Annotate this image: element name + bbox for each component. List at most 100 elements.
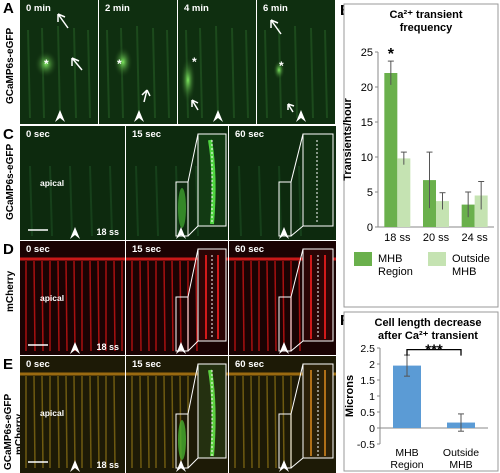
arrow-icon: [141, 89, 151, 103]
svg-text:*: *: [279, 59, 284, 73]
image-a-frame-2: * 2 min: [99, 0, 177, 124]
row-label-d: mCherry: [5, 270, 16, 312]
y-axis-label: Microns: [344, 375, 356, 417]
frame-time-label: 60 sec: [235, 244, 265, 255]
panel-label-e: E: [3, 356, 14, 373]
arrowhead-marker-icon: [213, 110, 223, 122]
legend-label-line: Outside: [452, 253, 490, 265]
arrowhead-marker-icon: [134, 110, 144, 122]
significance-marker: ***: [425, 342, 443, 359]
frame-time-label: 6 min: [263, 3, 288, 14]
arrowhead-marker-icon: [176, 460, 186, 472]
panel-label-c: C: [3, 126, 14, 143]
y-axis-label: Transients/hour: [342, 98, 354, 181]
stage-label: 18 ss: [96, 342, 119, 352]
apical-label: apical: [40, 293, 65, 303]
x-tick-label: 18 ss: [384, 232, 411, 244]
arrowhead-marker-icon: [279, 460, 289, 472]
frame-time-label: 15 sec: [132, 244, 162, 255]
y-tick-label: 15: [361, 117, 373, 129]
row-label-c: GCaMP6s-eGFP: [5, 143, 16, 220]
svg-text:*: *: [44, 57, 49, 71]
image-e-frame-2: 15 sec: [126, 356, 228, 473]
panel-label-a: A: [3, 0, 14, 17]
arrowhead-marker-icon: [70, 342, 80, 354]
y-tick-label: -0.5: [357, 439, 375, 451]
legend-label-line: MHB: [452, 266, 476, 278]
panel-label-d: D: [3, 241, 14, 258]
arrowhead-marker-icon: [279, 342, 289, 354]
image-e-frame-1: 0 sec apical 18 ss: [20, 356, 125, 473]
svg-text:*: *: [192, 55, 197, 69]
arrow-icon: [71, 57, 83, 71]
y-tick-label: 5: [367, 187, 373, 199]
x-tick-label: MHB: [449, 459, 472, 471]
apical-label: apical: [40, 178, 65, 188]
image-a-frame-1: * 0 min: [20, 0, 98, 124]
frame-time-label: 0 sec: [26, 359, 50, 370]
frame-time-label: 60 sec: [235, 129, 265, 140]
frame-time-label: 15 sec: [132, 129, 162, 140]
arrow-icon: [57, 13, 69, 29]
arrowhead-marker-icon: [296, 110, 306, 122]
image-d-frame-1: 0 sec apical 18 ss: [20, 241, 125, 355]
frame-time-label: 0 sec: [26, 129, 50, 140]
bar-outside-mhb: [397, 158, 411, 227]
x-tick-label: MHB: [395, 447, 418, 459]
x-tick-label: 20 ss: [423, 232, 450, 244]
image-d-frame-2: 15 sec: [126, 241, 228, 355]
apical-label: apical: [40, 408, 65, 418]
y-tick-label: 2.5: [360, 343, 375, 355]
row-label-e-1: GCaMP6s-eGFP: [3, 393, 14, 470]
chart-title-line-2: after Ca²⁺ transient: [378, 330, 478, 342]
arrowhead-marker-icon: [176, 227, 186, 239]
image-c-frame-1: 0 sec apical 18 ss: [20, 126, 125, 240]
frame-time-label: 0 min: [26, 3, 51, 14]
y-tick-label: 25: [361, 47, 373, 59]
arrowhead-marker-icon: [55, 110, 65, 122]
stage-label: 18 ss: [96, 460, 119, 470]
significance-bracket: [406, 348, 462, 356]
frame-time-label: 2 min: [105, 3, 130, 14]
svg-text:*: *: [117, 57, 122, 71]
image-a-frame-4: * 6 min: [257, 0, 335, 124]
image-e-frame-3: 60 sec: [229, 356, 336, 473]
stage-label: 18 ss: [96, 227, 119, 237]
x-tick-label: 24 ss: [462, 232, 489, 244]
chart-title-line-1: Ca²⁺ transient: [389, 9, 462, 21]
legend-label-line: MHB: [378, 253, 402, 265]
y-tick-label: 1: [369, 391, 375, 403]
frame-time-label: 0 sec: [26, 244, 50, 255]
legend-swatch: [354, 252, 372, 266]
y-tick-label: 10: [361, 152, 373, 164]
y-tick-label: 20: [361, 82, 373, 94]
row-label-a: GCaMP6s-eGFP: [5, 27, 16, 104]
image-d-frame-3: 60 sec: [229, 241, 336, 355]
legend-swatch: [428, 252, 446, 266]
bar-outside-mhb: [474, 195, 488, 227]
x-tick-label: Outside: [443, 447, 479, 459]
bar-mhb-region: [384, 73, 398, 227]
image-a-frame-3: * 4 min: [178, 0, 256, 124]
frame-time-label: 15 sec: [132, 359, 162, 370]
y-tick-label: 0: [369, 423, 375, 435]
arrowhead-marker-icon: [176, 342, 186, 354]
frame-time-label: 4 min: [184, 3, 209, 14]
y-tick-label: 0.5: [360, 407, 375, 419]
legend-label-line: Region: [378, 266, 413, 278]
arrow-icon: [191, 99, 199, 111]
y-tick-label: 0: [367, 222, 373, 234]
y-tick-label: 1.5: [360, 375, 375, 387]
frame-time-label: 60 sec: [235, 359, 265, 370]
legend-label: Outside MHB: [452, 253, 490, 278]
arrow-icon: [287, 103, 295, 113]
chart-title-line-2: frequency: [400, 22, 453, 34]
significance-marker: *: [388, 46, 395, 63]
arrow-icon: [270, 19, 282, 35]
x-tick-label: Region: [390, 459, 423, 471]
image-c-frame-2: 15 sec: [126, 126, 228, 240]
chart-title-line-1: Cell length decrease: [375, 317, 482, 329]
bar-outside-mhb: [436, 201, 449, 227]
